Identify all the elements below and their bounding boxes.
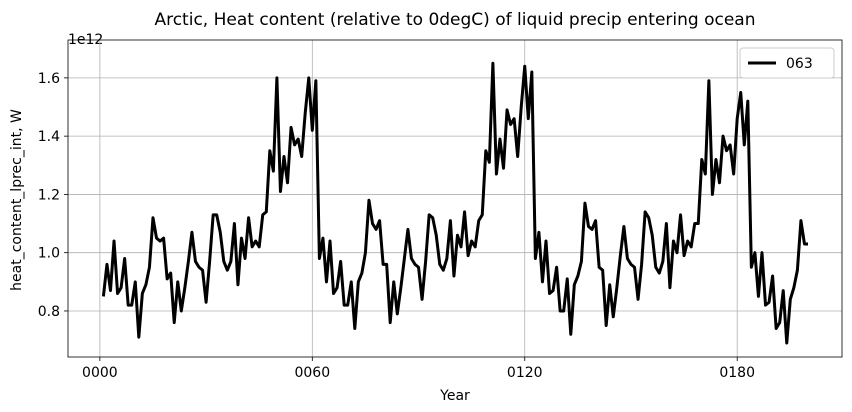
y-tick-label: 1.2 [38, 187, 60, 203]
x-tick-label: 0000 [82, 365, 118, 381]
chart-title: Arctic, Heat content (relative to 0degC)… [154, 10, 755, 30]
data-line [101, 61, 809, 345]
y-tick-label: 1.0 [38, 246, 60, 262]
legend-box [739, 47, 835, 79]
y-tick-label: 0.8 [38, 304, 60, 320]
legend-label: 063 [786, 56, 813, 72]
plot-frame [67, 39, 843, 358]
y-tick-label: 1.4 [38, 129, 60, 145]
y-tick-label: 1.6 [38, 71, 60, 87]
legend: 063 [739, 47, 835, 79]
x-tick-label: 0120 [507, 365, 543, 381]
x-tick-label: 0060 [294, 365, 330, 381]
y-axis-label: heat_content_lprec_int, W [9, 109, 25, 291]
x-tick-label: 0180 [719, 365, 755, 381]
x-axis-label: Year [439, 388, 470, 404]
